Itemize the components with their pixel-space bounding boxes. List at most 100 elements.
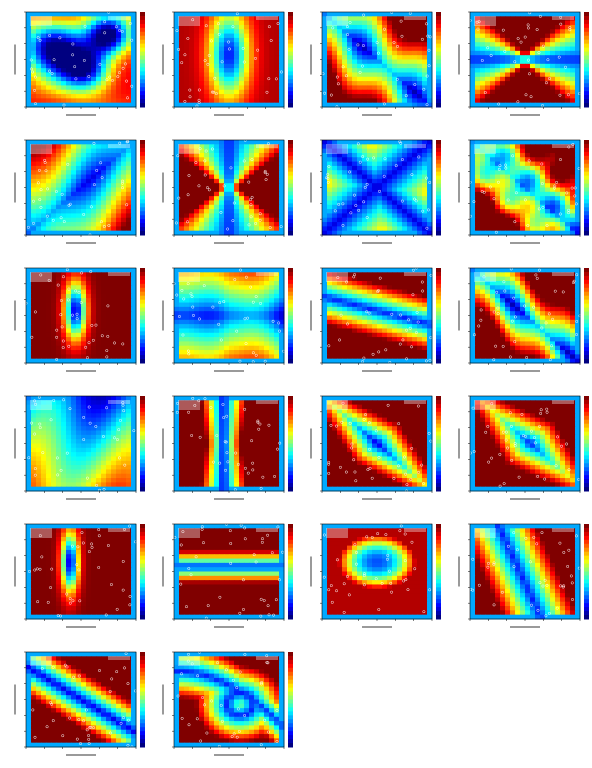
heatmap-cell xyxy=(372,94,378,99)
heatmap-cell xyxy=(342,192,348,197)
heatmap-cell xyxy=(249,157,255,162)
colorbar-segment xyxy=(584,203,589,207)
heatmap-cell xyxy=(31,324,37,329)
heatmap-cell xyxy=(91,55,97,60)
heatmap-cell xyxy=(475,192,481,197)
heatmap-cell xyxy=(510,192,516,197)
heatmap-cell xyxy=(76,341,82,346)
heatmap-cell xyxy=(530,170,536,175)
heatmap-cell xyxy=(535,47,541,52)
heatmap-cell xyxy=(480,29,486,34)
heatmap-cell xyxy=(505,72,511,77)
heatmap-cell xyxy=(342,90,348,95)
heatmap-cell xyxy=(81,281,87,286)
heatmap-cell xyxy=(417,68,423,73)
heatmap-cell xyxy=(515,162,521,167)
heatmap-cell xyxy=(475,51,481,56)
heatmap-cell xyxy=(259,153,265,158)
heatmap-cell xyxy=(56,205,62,210)
heatmap-cell xyxy=(515,196,521,201)
heatmap-cell xyxy=(520,162,526,167)
heatmap-cell xyxy=(372,77,378,82)
colorbar-segment xyxy=(288,16,293,20)
heatmap-cell xyxy=(111,337,117,342)
heatmap-cell xyxy=(219,170,225,175)
heatmap-cell xyxy=(505,166,511,171)
heatmap-cell xyxy=(224,72,230,77)
heatmap-cell xyxy=(56,77,62,82)
heatmap-cell xyxy=(510,29,516,34)
heatmap-cell xyxy=(116,21,122,26)
heatmap-cell xyxy=(530,64,536,69)
colorbar-segment xyxy=(288,223,293,227)
heatmap-cell xyxy=(96,34,102,39)
heatmap-cell xyxy=(407,213,413,218)
heatmap-cell xyxy=(510,196,516,201)
heatmap-cell xyxy=(279,16,285,21)
heatmap-cell xyxy=(322,55,328,60)
colorbar-segment xyxy=(288,176,293,180)
heatmap-cell xyxy=(106,209,112,214)
colorbar-segment xyxy=(584,227,589,231)
heatmap-cell xyxy=(525,64,531,69)
heatmap-cell xyxy=(96,311,102,316)
heatmap-cell xyxy=(402,222,408,227)
colorbar-segment xyxy=(140,99,145,103)
heatmap-cell xyxy=(189,188,195,193)
heatmap-cell xyxy=(91,60,97,65)
heatmap-cell xyxy=(249,85,255,90)
heatmap-cell xyxy=(505,81,511,86)
heatmap-cell xyxy=(31,29,37,34)
heatmap-cell xyxy=(510,42,516,47)
heatmap-cell xyxy=(131,38,137,43)
heatmap-cell xyxy=(337,60,343,65)
heatmap-cell xyxy=(274,157,280,162)
colorbar-segment xyxy=(584,12,589,16)
heatmap-cell xyxy=(26,98,32,103)
heatmap-cell xyxy=(259,188,265,193)
heatmap-cell xyxy=(234,149,240,154)
heatmap-cell xyxy=(362,149,368,154)
heatmap-cell xyxy=(254,81,260,86)
heatmap-cell xyxy=(490,183,496,188)
heatmap-cell xyxy=(274,183,280,188)
heatmap-cell xyxy=(189,213,195,218)
x-axis-label-placeholder xyxy=(510,114,540,116)
colorbar-segment xyxy=(584,60,589,64)
heatmap-cell xyxy=(56,324,62,329)
heatmap-cell xyxy=(555,157,561,162)
heatmap-cell xyxy=(525,153,531,158)
heatmap-cell xyxy=(495,68,501,73)
heatmap-cell xyxy=(412,72,418,77)
heatmap-cell xyxy=(61,200,67,205)
heatmap-cell xyxy=(377,200,383,205)
heatmap-cell xyxy=(66,90,72,95)
heatmap-cell xyxy=(179,166,185,171)
heatmap-cell xyxy=(131,196,137,201)
heatmap-cell xyxy=(327,213,333,218)
heatmap-cell xyxy=(520,218,526,223)
heatmap-cell xyxy=(71,200,77,205)
heatmap-cell xyxy=(422,64,428,69)
heatmap-cell xyxy=(357,188,363,193)
heatmap-cell xyxy=(101,60,107,65)
heatmap-cell xyxy=(86,81,92,86)
heatmap-cell xyxy=(490,205,496,210)
heatmap-cell xyxy=(91,25,97,30)
heatmap-cell xyxy=(234,209,240,214)
colorbar-segment xyxy=(436,24,441,28)
heatmap-cell xyxy=(367,192,373,197)
colorbar-segment xyxy=(140,207,145,211)
heatmap-cell xyxy=(427,85,433,90)
heatmap-cell xyxy=(106,350,112,355)
heatmap-cell xyxy=(71,90,77,95)
heatmap-cell xyxy=(194,218,200,223)
heatmap-cell xyxy=(91,38,97,43)
heatmap-cell xyxy=(106,311,112,316)
heatmap-cell xyxy=(66,311,72,316)
heatmap-cell xyxy=(495,98,501,103)
heatmap-cell xyxy=(26,85,32,90)
heatmap-cell xyxy=(485,166,491,171)
heatmap-cell xyxy=(229,183,235,188)
heatmap-cell xyxy=(121,98,127,103)
